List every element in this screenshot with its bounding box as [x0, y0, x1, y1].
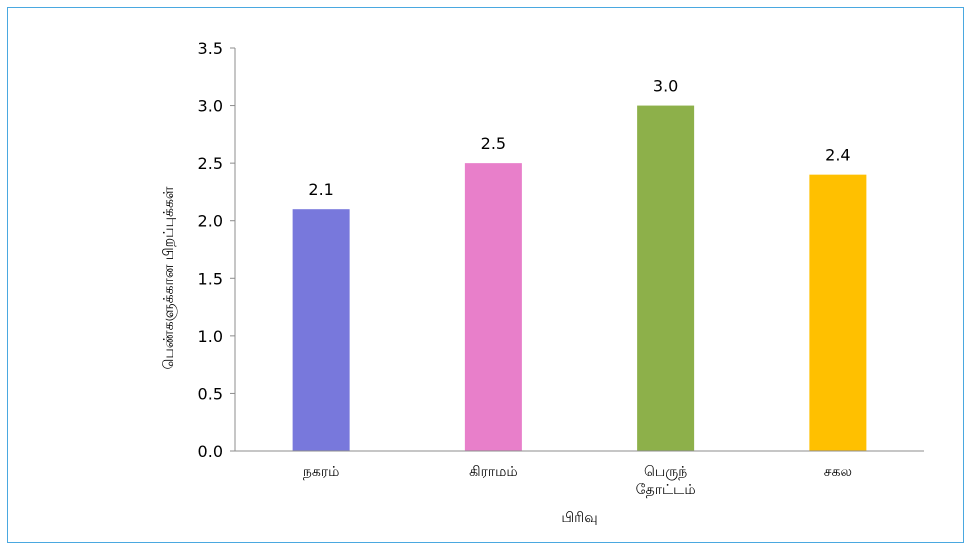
x-axis-category-labels: நகரம் கிராமம் பெருந் தோட்டம் சகல [303, 464, 852, 498]
x-category-label: சகல [824, 464, 852, 480]
bar-chart: 0.0 0.5 1.0 1.5 2.0 2.5 3.0 3.5 2.1 2.5 3.0 2.4 நக… [161, 39, 924, 526]
y-tick-label: 2.5 [198, 154, 223, 173]
y-tick-label: 3.5 [198, 39, 223, 58]
data-labels: 2.1 2.5 3.0 2.4 [308, 77, 850, 200]
y-tick-label: 1.5 [198, 269, 223, 288]
x-category-label: நகரம் [303, 464, 339, 480]
x-axis-title: பிரிவு [561, 510, 597, 526]
bar [464, 163, 522, 451]
y-axis-title: பெண்களுக்கான பிறப்புக்கள் [161, 186, 178, 369]
bar [637, 105, 695, 452]
data-label: 3.0 [653, 77, 678, 96]
bar [292, 209, 350, 451]
chart-frame: 0.0 0.5 1.0 1.5 2.0 2.5 3.0 3.5 2.1 2.5 3.0 2.4 நக… [7, 7, 964, 543]
y-tick-label: 0.0 [198, 442, 223, 461]
x-category-label: தோட்டம் [636, 482, 696, 498]
y-tick-label: 1.0 [198, 327, 223, 346]
data-label: 2.4 [825, 146, 850, 165]
data-label: 2.1 [308, 180, 333, 199]
x-category-label: பெருந் [644, 464, 687, 480]
x-category-label: கிராமம் [469, 464, 518, 480]
data-label: 2.5 [481, 134, 506, 153]
y-tick-label: 0.5 [198, 384, 223, 403]
bars [292, 105, 867, 452]
y-axis-ticks: 0.0 0.5 1.0 1.5 2.0 2.5 3.0 3.5 [198, 39, 235, 461]
y-tick-label: 3.0 [198, 97, 223, 116]
y-tick-label: 2.0 [198, 212, 223, 231]
bar [809, 174, 867, 451]
